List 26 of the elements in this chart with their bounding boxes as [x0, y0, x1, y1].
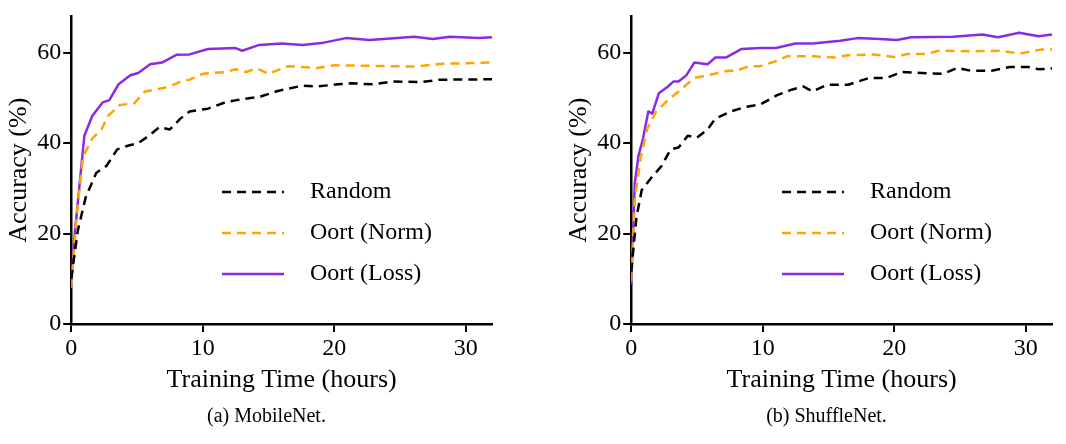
legend-label: Oort (Norm) — [310, 218, 432, 245]
y-axis-title: Accuracy (%) — [563, 97, 593, 243]
legend-label: Oort (Norm) — [870, 218, 992, 245]
x-tick-label: 20 — [882, 333, 907, 360]
x-tick-label: 30 — [453, 333, 478, 360]
legend-label: Random — [870, 177, 952, 204]
y-tick-label: 40 — [37, 128, 62, 155]
text: (a) MobileNet. — [206, 404, 327, 427]
legend-label: Oort (Loss) — [310, 259, 422, 286]
x-tick-label: 20 — [322, 333, 347, 360]
y-tick-label: 20 — [597, 218, 622, 245]
legend-label: Random — [310, 177, 392, 204]
y-tick-label: 40 — [597, 128, 622, 155]
legend-label: Oort (Loss) — [870, 259, 982, 286]
x-axis-title: Training Time (hours) — [166, 364, 397, 394]
y-tick-label: 0 — [609, 309, 622, 336]
x-tick-label: 10 — [190, 333, 215, 360]
y-tick-label: 60 — [597, 37, 622, 64]
x-tick-label: 10 — [750, 333, 775, 360]
x-tick-label: 30 — [1013, 333, 1038, 360]
text: (b) ShuffleNet. — [765, 404, 888, 427]
y-tick-label: 0 — [49, 309, 62, 336]
y-tick-label: 20 — [37, 218, 62, 245]
y-tick-label: 60 — [37, 37, 62, 64]
x-axis-title: Training Time (hours) — [726, 364, 957, 394]
y-axis-title: Accuracy (%) — [3, 97, 33, 243]
